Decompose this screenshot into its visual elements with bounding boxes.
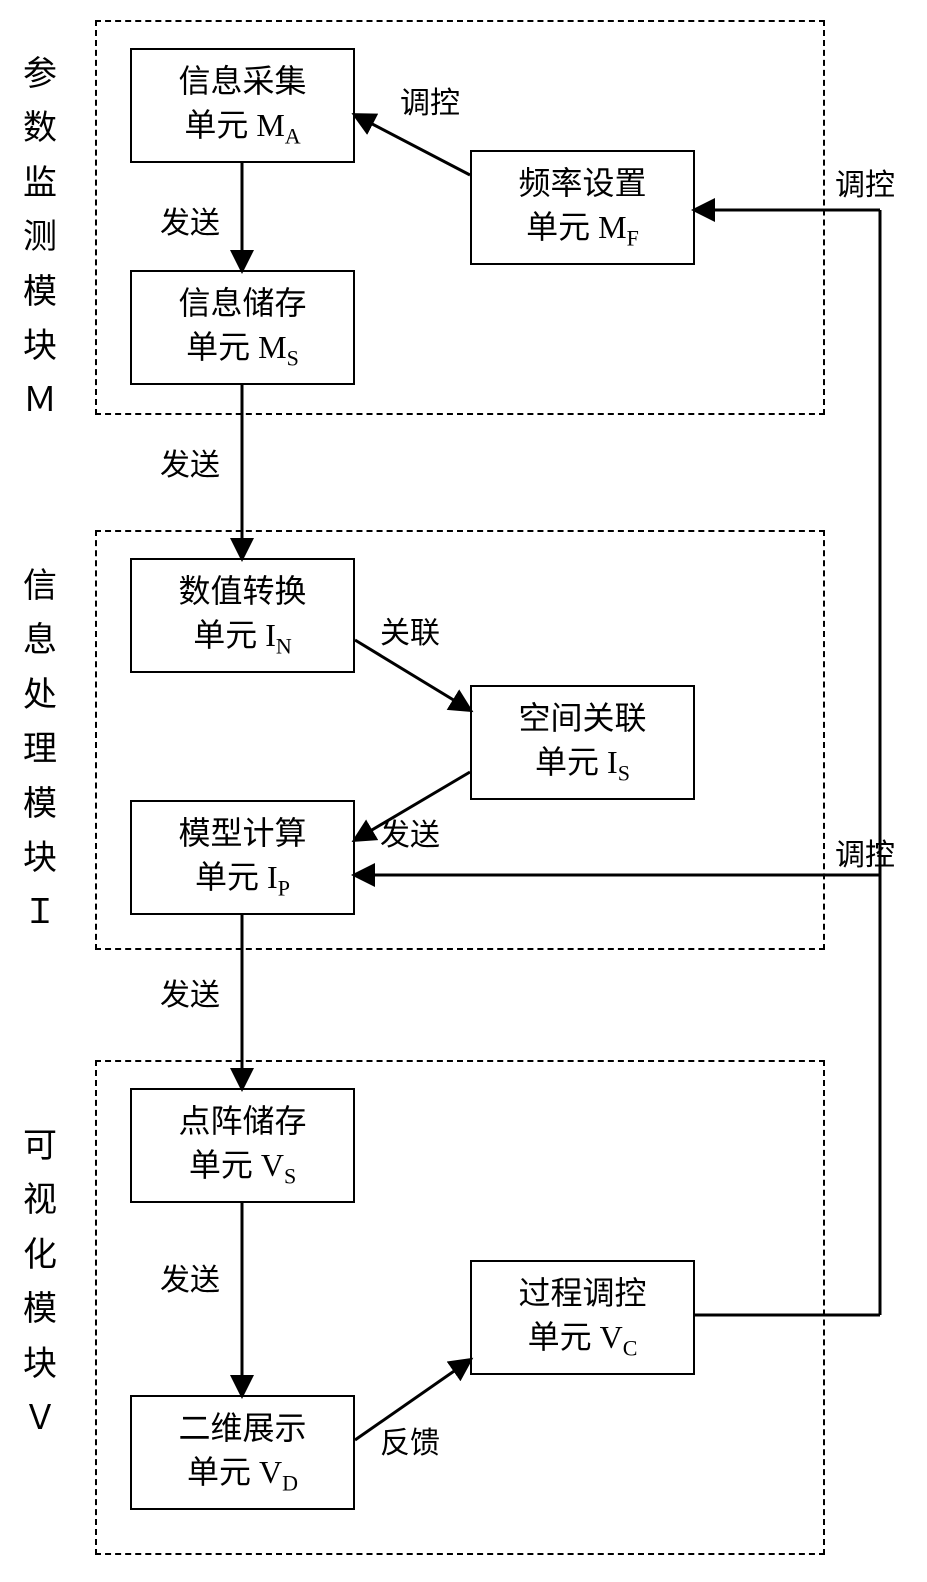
module-V-label: 可视化模块Ｖ [20, 1120, 60, 1446]
edge-label-VD-VC: 反馈 [380, 1418, 440, 1462]
unit-MA-line1: 信息采集 [178, 60, 306, 103]
unit-VD-line1: 二维展示 [178, 1407, 306, 1450]
unit-MS-line1: 信息储存 [178, 282, 306, 325]
edge-label-IS-IP: 发送 [380, 810, 440, 854]
edge-label-MF-MA: 调控 [400, 78, 460, 122]
unit-MA: 信息采集 单元 MA [130, 48, 355, 163]
unit-IN-line1: 数值转换 [178, 570, 306, 613]
module-M-label: 参数监测模块Ｍ [20, 48, 60, 429]
unit-VC-line1: 过程调控 [518, 1272, 646, 1315]
unit-IN: 数值转换 单元 IN [130, 558, 355, 673]
unit-MS-line2: 单元 MS [186, 326, 299, 373]
unit-VS-line1: 点阵储存 [178, 1100, 306, 1143]
unit-IS-line2: 单元 IS [535, 741, 630, 788]
unit-IP-line1: 模型计算 [178, 812, 306, 855]
unit-VS: 点阵储存 单元 VS [130, 1088, 355, 1203]
unit-IN-line2: 单元 IN [193, 614, 292, 661]
edge-label-MA-MS: 发送 [160, 198, 220, 242]
edge-label-bus-MF: 调控 [835, 160, 895, 204]
edge-label-bus-IP: 调控 [835, 830, 895, 874]
unit-MF-line2: 单元 MF [526, 206, 639, 253]
unit-MA-line2: 单元 MA [184, 104, 300, 151]
unit-MF-line1: 频率设置 [518, 162, 646, 205]
edge-label-IP-VS: 发送 [160, 970, 220, 1014]
edge-label-VS-VD: 发送 [160, 1255, 220, 1299]
unit-MF: 频率设置 单元 MF [470, 150, 695, 265]
edge-label-IN-IS: 关联 [380, 608, 440, 652]
unit-VD-line2: 单元 VD [187, 1451, 298, 1498]
diagram-canvas: 参数监测模块Ｍ 信息采集 单元 MA 信息储存 单元 MS 频率设置 单元 MF… [0, 0, 927, 1582]
unit-VC-line2: 单元 VC [528, 1316, 638, 1363]
edge-label-MS-IN: 发送 [160, 440, 220, 484]
module-I-label: 信息处理模块Ｉ [20, 560, 60, 941]
unit-IP-line2: 单元 IP [195, 856, 290, 903]
unit-IS: 空间关联 单元 IS [470, 685, 695, 800]
unit-VD: 二维展示 单元 VD [130, 1395, 355, 1510]
unit-IS-line1: 空间关联 [518, 697, 646, 740]
unit-MS: 信息储存 单元 MS [130, 270, 355, 385]
unit-IP: 模型计算 单元 IP [130, 800, 355, 915]
unit-VC: 过程调控 单元 VC [470, 1260, 695, 1375]
unit-VS-line2: 单元 VS [189, 1144, 296, 1191]
